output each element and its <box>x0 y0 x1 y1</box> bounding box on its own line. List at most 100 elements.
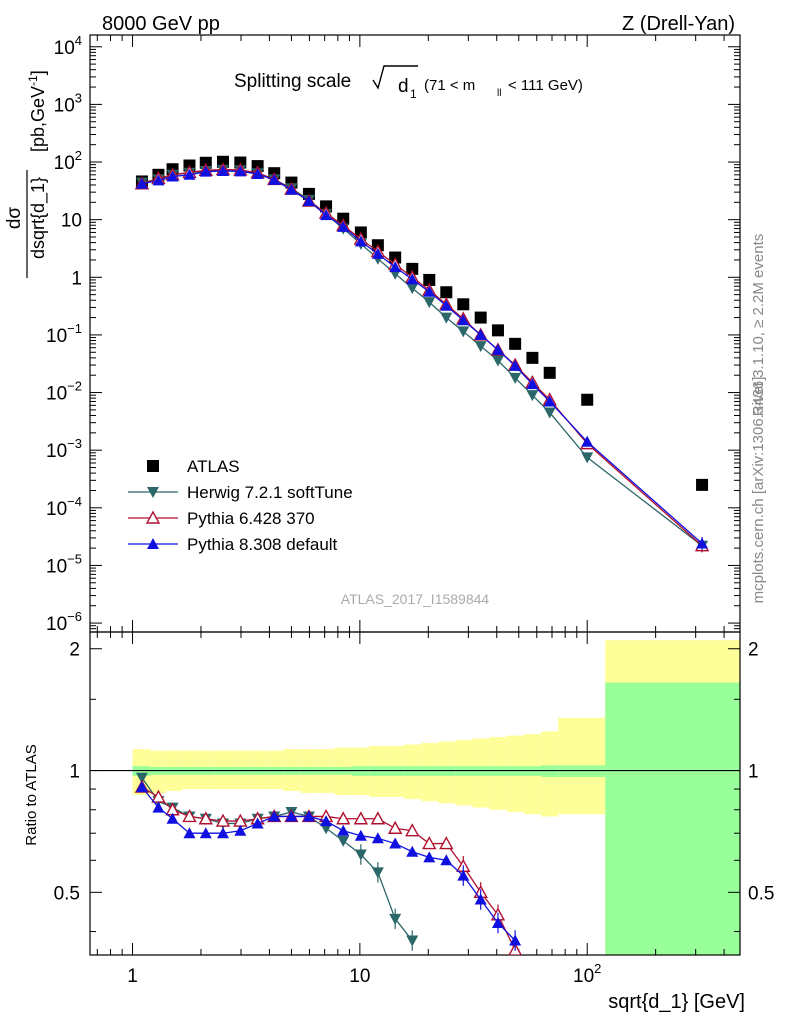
data-point <box>440 312 453 324</box>
ratio-y-tick-label: 1 <box>69 762 80 783</box>
ratio-y-tick-label: 2 <box>69 640 80 661</box>
ratio-point <box>183 827 196 839</box>
ratio-line <box>141 777 413 941</box>
data-point <box>509 337 522 350</box>
main-y-tick-label: 102 <box>54 148 82 174</box>
ratio-point <box>152 801 165 813</box>
main-series-0 <box>135 155 709 491</box>
main-y-tick-label-mantissa: 10 <box>54 95 75 116</box>
ratio-point <box>336 811 351 825</box>
x-tick-label-mantissa: 10 <box>573 966 594 987</box>
data-point <box>526 378 539 390</box>
ratio-point <box>166 812 179 824</box>
data-point <box>457 314 470 326</box>
main-y-tick-label-mantissa: 10 <box>46 556 67 577</box>
data-point <box>526 390 539 402</box>
ratio-point <box>509 934 522 946</box>
data-point <box>216 155 229 168</box>
ratio-y-tick-label-right: 0.5 <box>748 883 774 904</box>
rivet-version-label: Rivet 3.1.10, ≥ 2.2M events <box>750 234 767 417</box>
ratio-point <box>251 817 264 829</box>
data-point <box>509 359 522 371</box>
main-y-tick-label-mantissa: 10 <box>46 441 67 462</box>
legend-entry: Herwig 7.2.1 softTune <box>128 483 353 502</box>
legend-label: Herwig 7.2.1 softTune <box>187 483 353 502</box>
ratio-point <box>370 811 386 825</box>
data-point <box>696 478 709 491</box>
ratio-point <box>474 893 487 905</box>
ratio-point <box>199 827 212 839</box>
main-y-tick-label: 10−3 <box>46 436 82 462</box>
ratio-point <box>320 815 333 827</box>
data-point <box>543 407 556 419</box>
main-y-tick-label-exponent: −5 <box>67 551 82 566</box>
data-point <box>268 173 281 185</box>
main-y-tick-label-mantissa: 10 <box>54 38 75 59</box>
data-point <box>251 167 264 179</box>
data-point <box>543 395 556 407</box>
ratio-point <box>389 837 402 849</box>
ratio-y-tick-label-right: 1 <box>748 762 759 783</box>
legend-label: Pythia 8.308 default <box>187 535 338 554</box>
data-point <box>509 372 522 384</box>
x-tick-label: 1 <box>127 966 138 987</box>
ratio-point <box>422 836 437 850</box>
data-point <box>234 165 247 177</box>
data-point <box>199 165 212 177</box>
ratio-y-tick-label: 0.5 <box>54 883 80 904</box>
main-y-tick-label-exponent: −1 <box>67 321 82 336</box>
ratio-point <box>389 913 402 925</box>
ratio-point <box>215 813 231 827</box>
data-point <box>389 261 402 273</box>
x-tick-label-exponent: 2 <box>594 961 601 976</box>
data-point <box>581 452 594 464</box>
data-point <box>406 262 419 275</box>
ratio-point <box>285 810 298 822</box>
main-plot-title: Splitting scale d 1 (71 < m ll < 111 GeV… <box>234 65 583 101</box>
legend-marker <box>147 460 159 472</box>
ylabel-units-text: [pb,GeV <box>28 86 48 152</box>
ratio-point <box>371 867 384 879</box>
ratio-y-tick-label-right: 2 <box>748 640 759 661</box>
data-point <box>423 297 436 309</box>
data-point <box>371 247 384 259</box>
ratio-series-2 <box>135 781 522 951</box>
x-axis-label: sqrt{d_1} [GeV] <box>608 991 745 1013</box>
data-point <box>581 435 594 447</box>
ratio-point <box>353 811 369 825</box>
title-symbol: d <box>398 76 409 97</box>
ratio-point <box>423 851 436 863</box>
data-point <box>474 311 487 324</box>
ratio-point <box>406 935 419 947</box>
data-point <box>183 168 196 180</box>
main-y-tick-label: 10−1 <box>46 321 82 347</box>
main-y-axis-label: dσ dsqrt{d_1} [pb,GeV-1] <box>4 70 49 278</box>
data-point <box>581 393 594 406</box>
data-point <box>423 273 436 286</box>
legend-label: Pythia 6.428 370 <box>187 509 315 528</box>
data-point <box>696 537 709 549</box>
ratio-point <box>388 820 403 834</box>
main-y-tick-label-mantissa: 10 <box>46 326 67 347</box>
data-point <box>135 177 148 189</box>
main-y-tick-label: 10−2 <box>46 379 82 405</box>
main-y-tick-label-mantissa: 10 <box>61 211 82 232</box>
ratio-point <box>491 916 504 928</box>
data-point <box>285 183 298 195</box>
uncertainty-band-stat <box>541 765 559 777</box>
legend-entry: ATLAS <box>147 457 240 476</box>
ylabel-numerator: dσ <box>4 207 25 230</box>
title-range-end: < 111 GeV) <box>508 77 583 94</box>
data-point <box>491 324 504 337</box>
mcplots-label: mcplots.cern.ch [arXiv:1306.3436] <box>750 377 767 604</box>
ratio-point <box>354 829 367 841</box>
main-y-tick-label-exponent: −4 <box>67 494 82 509</box>
data-point <box>457 298 470 311</box>
ratio-y-axis-label: Ratio to ATLAS <box>23 744 40 845</box>
ratio-point <box>135 772 148 784</box>
ratio-point <box>406 845 419 857</box>
main-y-tick-label-exponent: −3 <box>67 436 82 451</box>
ratio-point <box>135 781 148 793</box>
ylabel-units: [pb,GeV-1] <box>26 70 48 152</box>
